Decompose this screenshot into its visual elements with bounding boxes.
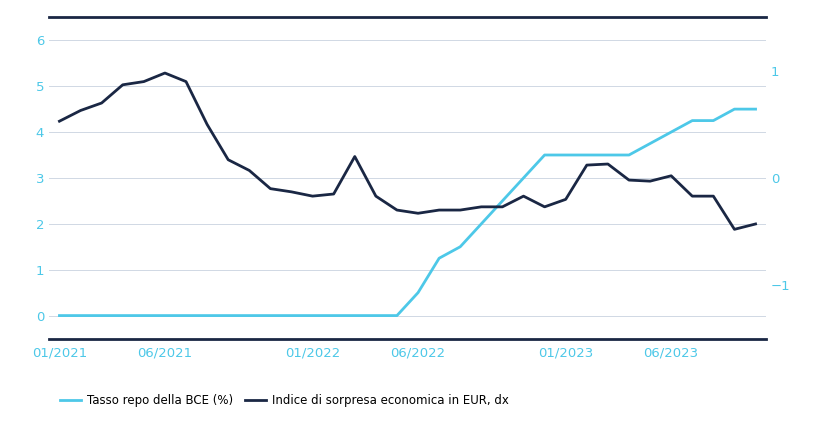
- Legend: Tasso repo della BCE (%), Indice di sorpresa economica in EUR, dx: Tasso repo della BCE (%), Indice di sorp…: [55, 389, 513, 412]
